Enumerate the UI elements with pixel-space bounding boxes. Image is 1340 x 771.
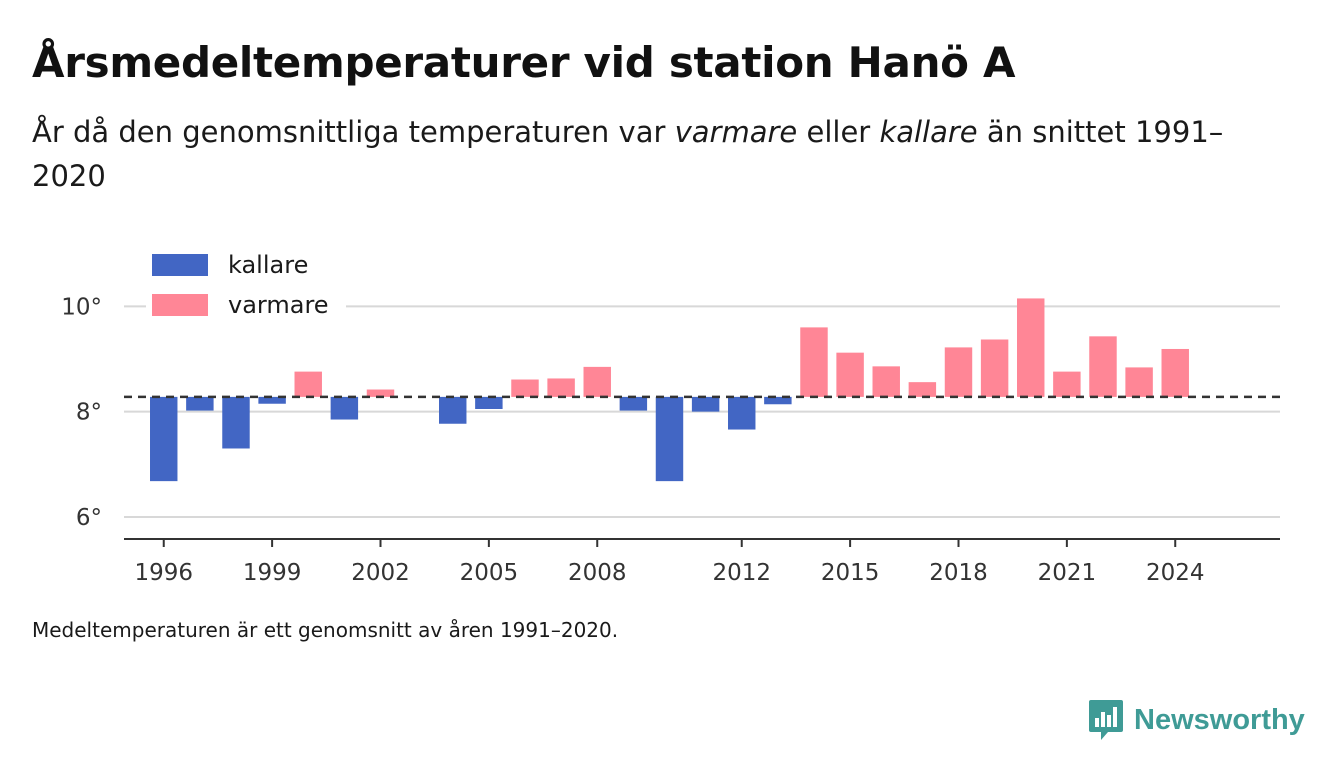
bar-chart: 6° 8° 10° 1996 1999 2002 2005 2008 2012 2015 2018… [61,245,1280,586]
legend: kallare varmare [146,245,346,325]
legend-swatch-cold [152,254,208,276]
x-tick-label-1999: 1999 [243,560,302,586]
bar-warm-2018 [944,347,973,397]
bar-warm-2019 [980,339,1009,397]
bars [150,298,1189,482]
x-tick-label-2012: 2012 [712,560,771,586]
bar-cold-2012 [728,396,756,430]
x-tick-label-1996: 1996 [134,560,193,586]
x-tick-label-2018: 2018 [929,560,988,586]
y-axis-ticks: 6° 8° 10° [61,294,102,531]
bar-warm-2023 [1125,367,1153,397]
x-axis-ticks: 1996 1999 2002 2005 2008 2012 2015 2018 2021 2024 [134,540,1205,586]
subtitle-text-1: År då den genomsnittliga temperaturen va… [32,115,675,149]
bar-cold-1996 [150,396,178,482]
footnote: Medeltemperaturen är ett genomsnitt av å… [32,618,619,642]
subtitle-warm-word: varmare [674,115,798,149]
bar-cold-2001 [330,396,359,420]
subtitle-text-2: eller [797,115,880,149]
legend-swatch-warm [152,294,208,316]
bar-warm-2014 [800,327,828,397]
newsworthy-logo-text: Newsworthy [1134,703,1305,736]
bar-warm-2007 [547,378,575,397]
bar-cold-2004 [439,396,467,424]
bar-warm-2016 [872,366,900,397]
bar-warm-2006 [511,379,539,397]
bar-warm-2015 [836,352,864,397]
y-tick-label-0: 6° [76,505,102,531]
subtitle-cold-word: kallare [879,115,978,149]
bar-cold-2005 [475,396,503,409]
subtitle-text-3: än snittet 1991–2020 [32,115,1224,193]
bar-cold-1999 [258,396,286,404]
x-tick-label-2015: 2015 [821,560,880,586]
bar-warm-2002 [366,389,395,397]
newsworthy-logo[interactable]: Newsworthy [1088,697,1305,743]
x-tick-label-2021: 2021 [1038,560,1097,586]
bar-cold-2011 [691,396,720,412]
bar-warm-2021 [1053,371,1081,397]
bar-cold-2010 [655,396,684,482]
bar-warm-2017 [908,382,937,397]
x-tick-label-2005: 2005 [460,560,519,586]
bar-warm-2022 [1089,336,1117,397]
x-tick-label-2008: 2008 [568,560,627,586]
chart-title: Årsmedeltemperaturer vid station Hanö A [32,38,1016,87]
y-tick-label-2: 10° [61,294,102,320]
x-tick-label-2024: 2024 [1146,560,1205,586]
chart-subtitle: År då den genomsnittliga temperaturen va… [32,110,1272,198]
bar-cold-2009 [619,396,648,411]
bar-cold-1998 [222,396,250,449]
legend-label-cold: kallare [228,251,308,279]
y-tick-label-1: 8° [76,400,102,426]
bar-cold-2013 [764,396,792,405]
bar-warm-2008 [583,366,611,397]
bar-cold-1997 [186,396,214,411]
newsworthy-logo-icon [1089,700,1123,740]
bar-warm-2024 [1161,348,1189,397]
bar-warm-2020 [1017,298,1045,397]
x-tick-label-2002: 2002 [351,560,410,586]
bar-warm-2000 [294,371,322,397]
legend-label-warm: varmare [228,291,329,319]
